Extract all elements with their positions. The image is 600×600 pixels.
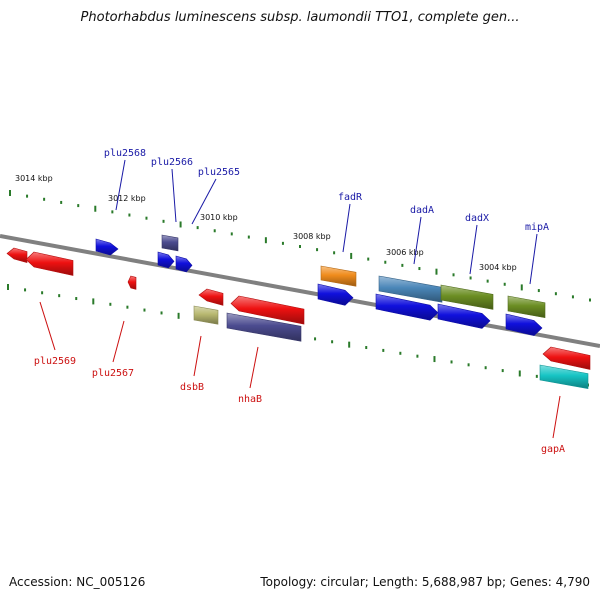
gene-label-leader bbox=[39, 301, 56, 351]
genome-backbone bbox=[0, 234, 600, 348]
fadR-cds bbox=[317, 283, 354, 306]
dsbB-cds bbox=[198, 288, 224, 306]
scale-label: 3008 kbp bbox=[293, 232, 331, 241]
plu2566-gene bbox=[161, 234, 179, 252]
nhaB-cds bbox=[230, 295, 305, 325]
gene-label-leader bbox=[112, 320, 125, 363]
scale-label: 3010 kbp bbox=[200, 213, 238, 222]
gene-label-gapA: gapA bbox=[541, 444, 565, 455]
scale-label: 3014 kbp bbox=[15, 174, 53, 183]
accession-text: Accession: NC_005126 bbox=[9, 575, 146, 589]
gene-label-leader bbox=[413, 216, 422, 265]
dadA-cds bbox=[375, 293, 439, 321]
scale-label: 3004 kbp bbox=[479, 263, 517, 272]
plu2569-left-cds bbox=[6, 247, 28, 263]
gene-label-leader bbox=[342, 203, 351, 253]
gene-label-leader bbox=[171, 168, 177, 223]
fadR-gene bbox=[320, 265, 357, 287]
gene-label-leader bbox=[249, 346, 259, 389]
genome-stats-text: Topology: circular; Length: 5,688,987 bp… bbox=[260, 575, 590, 589]
gene-label-mipA: mipA bbox=[525, 222, 549, 233]
dadX-cds bbox=[437, 303, 491, 329]
scale-label: 3006 kbp bbox=[386, 248, 424, 257]
gene-label-leader bbox=[193, 335, 202, 377]
scale-label: 3012 kbp bbox=[108, 194, 146, 203]
plu2566-cds bbox=[157, 251, 175, 269]
gene-label-plu2568: plu2568 bbox=[104, 148, 146, 159]
dsbB-gene bbox=[193, 305, 219, 325]
plu2567-cds bbox=[127, 275, 137, 290]
plu2568-cds bbox=[95, 238, 119, 256]
gene-label-dadX: dadX bbox=[465, 213, 489, 224]
gene-label-dsbB: dsbB bbox=[180, 382, 204, 393]
gapA-cds bbox=[542, 346, 591, 370]
dadX-gene bbox=[440, 284, 494, 310]
map-title: Photorhabdus luminescens subsp. laumondi… bbox=[80, 10, 520, 25]
mipA-gene bbox=[507, 295, 546, 319]
gene-label-leader bbox=[552, 395, 561, 439]
gene-label-plu2565: plu2565 bbox=[198, 167, 240, 178]
dadA-gene bbox=[378, 275, 443, 303]
mipA-cds bbox=[505, 313, 543, 336]
gene-label-plu2566: plu2566 bbox=[151, 157, 193, 168]
plu2569-cds bbox=[25, 251, 74, 276]
gene-label-leader bbox=[529, 233, 538, 285]
gene-label-leader bbox=[469, 224, 478, 275]
plu2565-cds bbox=[175, 255, 193, 273]
gene-label-fadR: fadR bbox=[338, 192, 363, 203]
gene-label-plu2567: plu2567 bbox=[92, 368, 134, 379]
gapA-gene bbox=[539, 364, 589, 389]
gene-label-dadA: dadA bbox=[410, 205, 434, 216]
gene-label-leader bbox=[191, 178, 217, 225]
gene-label-plu2569: plu2569 bbox=[34, 356, 76, 367]
nhaB-gene bbox=[226, 312, 302, 342]
gene-label-leader bbox=[115, 159, 126, 211]
gene-label-nhaB: nhaB bbox=[238, 394, 262, 405]
